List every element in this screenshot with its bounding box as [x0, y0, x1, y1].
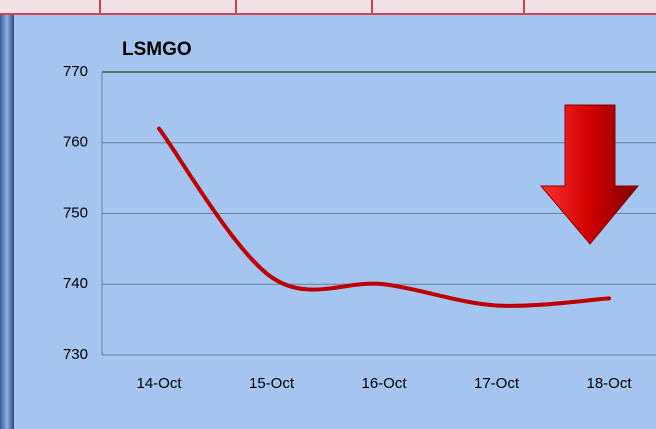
y-tick-label: 760	[63, 134, 88, 151]
x-tick-label: 17-Oct	[474, 375, 520, 392]
chart-title: LSMGO	[122, 39, 192, 60]
line-series	[157, 126, 611, 308]
left-bevel	[0, 15, 14, 429]
x-tick-label: 14-Oct	[136, 375, 182, 392]
top-strip	[0, 0, 656, 15]
x-tick-label: 15-Oct	[249, 375, 295, 392]
x-tick-label: 16-Oct	[361, 375, 407, 392]
y-tick-label: 750	[63, 204, 88, 221]
down-arrow	[539, 104, 640, 245]
y-tick-label: 770	[63, 63, 88, 80]
x-tick-label: 18-Oct	[586, 375, 632, 392]
y-tick-label: 730	[63, 346, 88, 363]
y-tick-label: 740	[63, 275, 88, 292]
